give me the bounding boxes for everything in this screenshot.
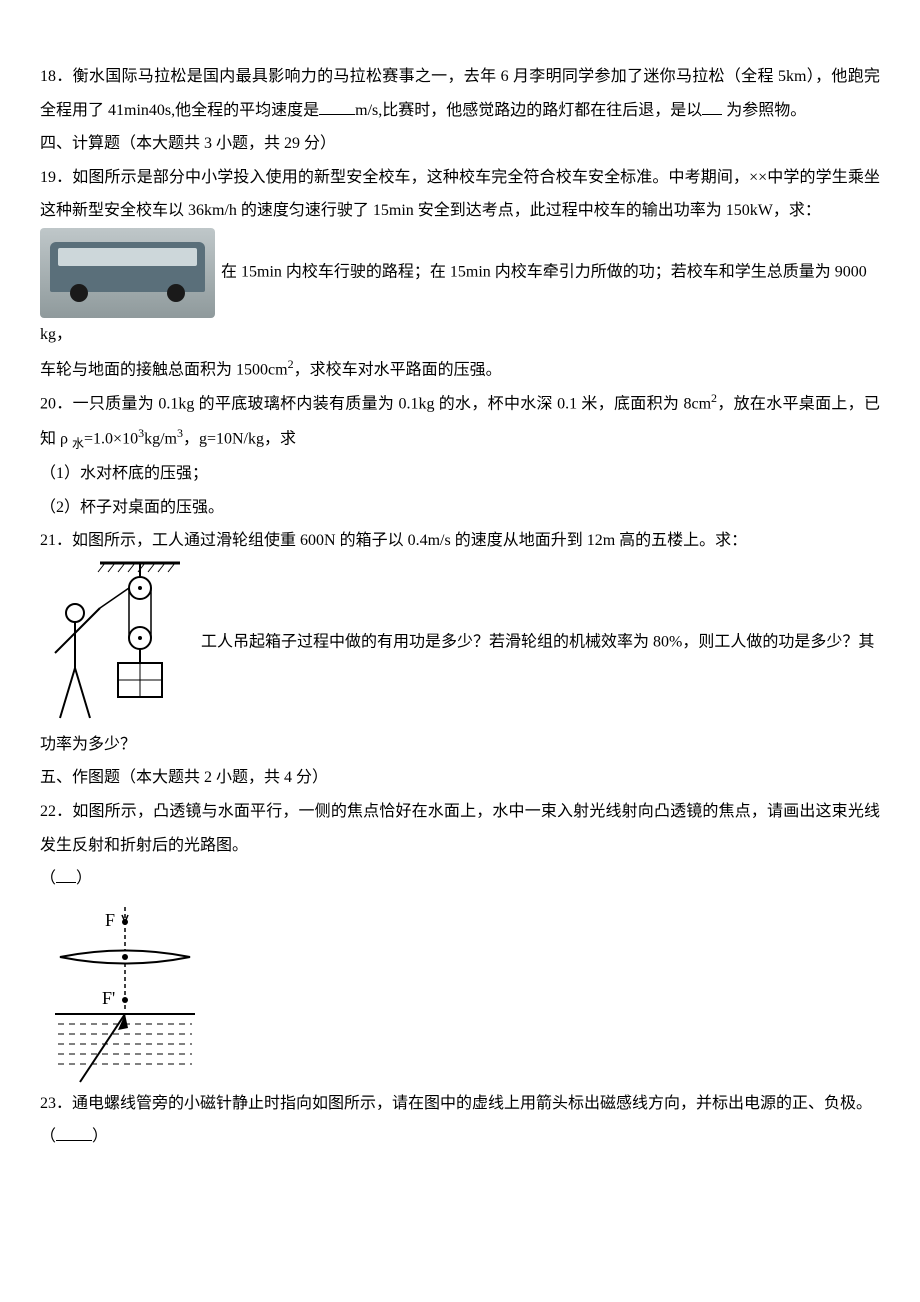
q22-paren: （） xyxy=(40,862,880,896)
q23-text-a: 通电螺线管旁的小磁针静止时指向如图所示，请在图中的虚线上用箭头标出磁感线方向，并… xyxy=(72,1095,872,1112)
blank-ref xyxy=(702,98,722,115)
q18-text-b: 比赛时，他感觉路边的路灯都在往后退，是以 xyxy=(382,102,702,119)
q21-text-b: 工人吊起箱子过程中做的有用功是多少？若滑轮组的机械效率为 80%，则工人做的功是… xyxy=(201,634,874,651)
q18-text-c: 为参照物。 xyxy=(722,102,806,119)
question-19-c: 车轮与地面的接触总面积为 1500cm2，求校车对水平路面的压强。 xyxy=(40,352,880,387)
question-18: 18．衡水国际马拉松是国内最具影响力的马拉松赛事之一，去年 6 月李明同学参加了… xyxy=(40,60,880,127)
q22-text-a: 如图所示，凸透镜与水面平行，一侧的焦点恰好在水面上，水中一束入射光线射向凸透镜的… xyxy=(40,803,880,854)
q20-item1: （1）水对杯底的压强； xyxy=(40,457,880,491)
q23-num: 23． xyxy=(40,1095,72,1112)
label-F-top: F xyxy=(105,910,115,930)
question-22: 22．如图所示，凸透镜与水面平行，一侧的焦点恰好在水面上，水中一束入射光线射向凸… xyxy=(40,795,880,862)
paren-close: ） xyxy=(76,870,92,887)
bus-wheel-icon xyxy=(70,284,88,302)
question-20: 20．一只质量为 0.1kg 的平底玻璃杯内装有质量为 0.1kg 的水，杯中水… xyxy=(40,386,880,457)
paren-open: （ xyxy=(40,870,56,887)
paren-close-23: ） xyxy=(92,1128,108,1145)
pulley-image xyxy=(40,558,195,728)
label-F-bot: F' xyxy=(102,988,115,1008)
q19-num: 19． xyxy=(40,169,72,186)
q23-paren: （） xyxy=(40,1120,880,1154)
blank-speed xyxy=(319,98,355,115)
q20-item2: （2）杯子对桌面的压强。 xyxy=(40,491,880,525)
bus-windows-shape xyxy=(58,248,197,266)
bus-image xyxy=(40,228,215,318)
q19-text-c: 车轮与地面的接触总面积为 1500cm xyxy=(40,361,288,378)
q20-text-e: ，g=10N/kg，求 xyxy=(183,431,296,448)
lens-diagram: F O F' xyxy=(40,902,210,1087)
question-21-row: 工人吊起箱子过程中做的有用功是多少？若滑轮组的机械效率为 80%，则工人做的功是… xyxy=(40,558,880,728)
q21-num: 21． xyxy=(40,532,72,549)
q20-num: 20． xyxy=(40,396,73,413)
q20-text-d: kg/m xyxy=(144,431,177,448)
question-19-a: 19．如图所示是部分中小学投入使用的新型安全校车，这种校车完全符合校车安全标准。… xyxy=(40,161,880,228)
blank-answer-23 xyxy=(56,1124,92,1141)
section-4-title: 四、计算题（本大题共 3 小题，共 29 分） xyxy=(40,127,880,161)
q20-text-a: 一只质量为 0.1kg 的平底玻璃杯内装有质量为 0.1kg 的水，杯中水深 0… xyxy=(73,396,711,413)
question-21-a: 21．如图所示，工人通过滑轮组使重 600N 的箱子以 0.4m/s 的速度从地… xyxy=(40,524,880,558)
section-5-title: 五、作图题（本大题共 2 小题，共 4 分） xyxy=(40,761,880,795)
q18-num: 18． xyxy=(40,68,73,85)
q19-text-d: ，求校车对水平路面的压强。 xyxy=(294,361,502,378)
q20-text-c: =1.0×10 xyxy=(84,431,138,448)
question-19-row: 在 15min 内校车行驶的路程；在 15min 内校车牵引力所做的功；若校车和… xyxy=(40,228,880,352)
paren-open-23: （ xyxy=(40,1128,56,1145)
q21-text-a: 如图所示，工人通过滑轮组使重 600N 的箱子以 0.4m/s 的速度从地面升到… xyxy=(72,532,747,549)
bus-wheel-icon xyxy=(167,284,185,302)
q18-unit: m/s, xyxy=(355,102,382,119)
q19-text-a: 如图所示是部分中小学投入使用的新型安全校车，这种校车完全符合校车安全标准。中考期… xyxy=(40,169,880,220)
q21-text-c: 功率为多少？ xyxy=(40,728,880,762)
sub-water: 水 xyxy=(72,437,84,451)
question-23: 23．通电螺线管旁的小磁针静止时指向如图所示，请在图中的虚线上用箭头标出磁感线方… xyxy=(40,1087,880,1121)
blank-answer xyxy=(56,866,76,883)
q22-num: 22． xyxy=(40,803,72,820)
